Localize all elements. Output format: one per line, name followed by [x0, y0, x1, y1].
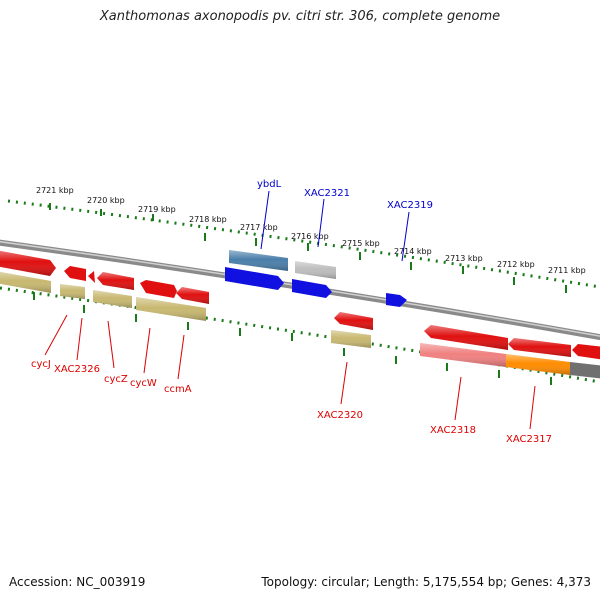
scale-label-2711: 2711 kbp [548, 266, 586, 275]
topology-text: Topology: circular; Length: 5,175,554 bp… [261, 575, 591, 589]
gene-top-red-3[interactable] [88, 271, 95, 283]
gene-XAC2317-shade [506, 354, 570, 375]
label-XAC2321[interactable]: XAC2321 [304, 188, 350, 199]
label-XAC2317[interactable]: XAC2317 [506, 434, 552, 445]
label-XAC2319[interactable]: XAC2319 [387, 200, 433, 211]
scale-label-2714: 2714 kbp [394, 247, 432, 256]
scale-label-2721: 2721 kbp [36, 186, 74, 195]
label-cycZ[interactable]: cycZ [104, 374, 128, 385]
gene-olive-1-shade [0, 271, 51, 293]
scale-label-2716: 2716 kbp [291, 232, 329, 241]
gene-olive-3-shade [93, 290, 132, 308]
bottom-scale-ticks [33, 292, 552, 385]
label-ccmA[interactable]: ccmA [164, 384, 192, 395]
gene-olive-2-shade [60, 284, 85, 299]
leader-XAC2319 [401, 211, 410, 262]
gene-blue-2[interactable] [292, 279, 332, 298]
gene-blue-1[interactable] [225, 267, 284, 290]
map-title: Xanthomonas axonopodis pv. citri str. 30… [99, 9, 501, 24]
gene-dark-gray[interactable] [570, 362, 600, 379]
gene-top-red-8-shade [508, 338, 571, 357]
scale-label-2718: 2718 kbp [189, 215, 227, 224]
label-XAC2326[interactable]: XAC2326 [54, 364, 100, 375]
gene-XAC2320-olive-shade [331, 330, 371, 348]
scale-label-2715: 2715 kbp [342, 239, 380, 248]
leader-ccmA [177, 334, 185, 380]
gene-top-red-5[interactable] [140, 280, 177, 298]
bottom-gene-labels: cycJ XAC2326 cycZ cycW ccmA XAC2320 XAC2… [31, 314, 552, 445]
accession-text: Accession: NC_003919 [9, 575, 146, 589]
scale-label-2719: 2719 kbp [138, 205, 176, 214]
scale-label-2720: 2720 kbp [87, 196, 125, 205]
gene-blue-3[interactable] [386, 293, 407, 307]
leader-XAC2317 [529, 385, 536, 430]
top-gene-labels: ybdL XAC2321 XAC2319 [257, 179, 433, 262]
gene-top-red-7-shade [424, 325, 508, 350]
leader-cycW [143, 327, 151, 374]
gene-XAC2321-shade [295, 261, 336, 279]
label-XAC2320[interactable]: XAC2320 [317, 410, 363, 421]
gene-top-red-1-shade [0, 250, 56, 276]
leader-ybdL [260, 190, 270, 250]
gene-XAC2318-shade [420, 343, 506, 367]
top-scale-dots [7, 199, 600, 289]
label-cycJ[interactable]: cycJ [31, 359, 51, 370]
scale-label-2713: 2713 kbp [445, 254, 483, 263]
leader-cycZ [107, 320, 115, 369]
bottom-strand-genes [0, 271, 600, 379]
leader-XAC2321 [317, 198, 325, 248]
leader-cycJ [44, 314, 68, 356]
top-strand-genes [0, 250, 600, 360]
leader-XAC2326 [76, 317, 83, 361]
gene-top-red-4-shade [97, 272, 134, 290]
scale-label-2717: 2717 kbp [240, 223, 278, 232]
label-ybdL[interactable]: ybdL [257, 179, 282, 190]
label-XAC2318[interactable]: XAC2318 [430, 425, 476, 436]
label-cycW[interactable]: cycW [130, 378, 157, 389]
gene-top-red-6-shade [176, 287, 209, 304]
gene-top-red-9[interactable] [572, 344, 600, 360]
leader-XAC2318 [454, 376, 462, 421]
leader-XAC2320 [340, 361, 348, 405]
gene-XAC2320-red-shade [334, 312, 373, 330]
gene-ybdL-shade [229, 250, 288, 271]
gene-olive-4-shade [136, 297, 206, 321]
top-scale-ticks [49, 203, 567, 293]
gene-top-red-2[interactable] [64, 266, 86, 281]
scale-label-2712: 2712 kbp [497, 260, 535, 269]
scale-labels: 2721 kbp 2720 kbp 2719 kbp 2718 kbp 2717… [36, 186, 586, 275]
